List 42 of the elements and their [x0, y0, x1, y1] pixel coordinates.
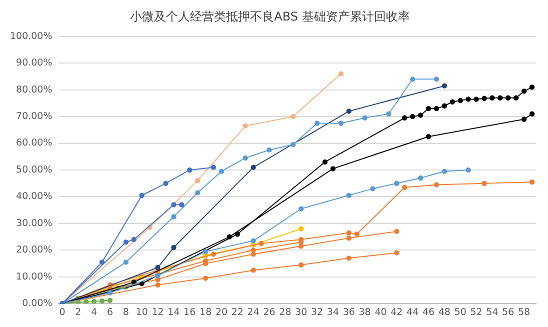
x-tick-label: 52: [470, 306, 482, 318]
x-tick-label: 6: [107, 306, 114, 318]
x-tick-label: 2: [75, 306, 82, 318]
y-tick-label: 90.00%: [16, 58, 52, 69]
x-tick-label: 20: [215, 306, 228, 318]
x-tick-label: 58: [518, 306, 530, 318]
x-tick-label: 54: [486, 306, 498, 318]
y-tick-label: 70.00%: [16, 111, 52, 122]
chart-title: 小微及个人经营类抵押不良ABS 基础资产累计回收率: [130, 9, 410, 24]
x-tick-label: 40: [374, 306, 387, 318]
y-tick-label: 10.00%: [16, 271, 52, 282]
x-tick-label: 50: [454, 306, 466, 318]
x-tick-label: 48: [438, 306, 450, 318]
x-tick-label: 34: [326, 306, 340, 318]
x-tick-label: 14: [168, 306, 180, 318]
x-tick-label: 18: [200, 306, 212, 318]
y-tick-label: 0.00%: [22, 298, 52, 310]
x-tick-label: 22: [231, 306, 244, 318]
x-tick-label: 24: [247, 306, 260, 318]
x-tick-label: 12: [152, 306, 164, 318]
y-tick-label: 100.00%: [10, 30, 52, 42]
x-tick-label: 36: [342, 306, 355, 318]
x-tick-label: 26: [263, 306, 276, 318]
x-tick-label: 30: [295, 306, 308, 318]
x-tick-label: 28: [279, 306, 292, 318]
y-tick-label: 80.00%: [16, 84, 52, 96]
x-tick-label: 0: [59, 306, 66, 318]
x-tick-label: 42: [390, 306, 403, 318]
x-tick-label: 10: [136, 306, 148, 318]
y-tick-label: 30.00%: [16, 218, 52, 229]
y-tick-label: 50.00%: [16, 164, 52, 176]
x-tick-label: 32: [310, 306, 324, 318]
x-tick-label: 16: [184, 306, 196, 318]
y-tick-label: 60.00%: [16, 138, 52, 149]
x-tick-label: 56: [502, 306, 514, 318]
x-tick-label: 4: [91, 306, 98, 318]
x-tick-label: 44: [406, 306, 419, 318]
x-tick-label: 38: [358, 306, 371, 318]
y-tick-label: 40.00%: [16, 191, 52, 202]
y-tick-label: 20.00%: [16, 244, 52, 256]
x-tick-label: 8: [122, 306, 129, 318]
x-tick-label: 46: [422, 306, 435, 318]
